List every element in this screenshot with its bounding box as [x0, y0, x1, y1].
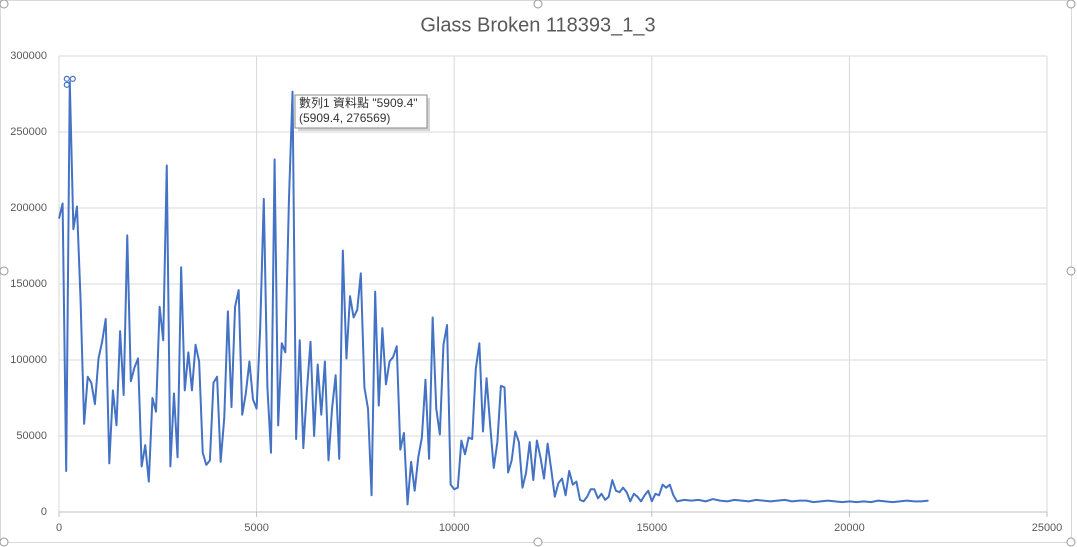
x-tick-label: 10000 [439, 522, 470, 534]
chart-title: Glass Broken 118393_1_3 [420, 14, 655, 36]
y-tick-label: 0 [41, 506, 47, 518]
y-tick-label: 250000 [10, 126, 47, 138]
selected-point-handle [63, 81, 70, 88]
x-tick-label: 20000 [834, 522, 865, 534]
selected-point-handle [63, 75, 70, 82]
y-tick-label: 200000 [10, 202, 47, 214]
y-tick-label: 100000 [10, 354, 47, 366]
tooltip-line: 數列1 資料點 "5909.4" [299, 96, 418, 110]
x-tick-label: 5000 [244, 522, 268, 534]
selected-point-handle [69, 75, 76, 82]
series-line [58, 80, 929, 506]
x-tick-label: 0 [56, 522, 62, 534]
x-tick-label: 15000 [637, 522, 668, 534]
tooltip-line: (5909.4, 276569) [299, 111, 390, 125]
y-tick-label: 150000 [10, 278, 47, 290]
tooltip: 數列1 資料點 "5909.4" (5909.4, 276569) [294, 94, 430, 131]
x-tick-label: 25000 [1032, 522, 1063, 534]
y-tick-label: 50000 [16, 430, 47, 442]
y-tick-label: 300000 [10, 50, 47, 62]
